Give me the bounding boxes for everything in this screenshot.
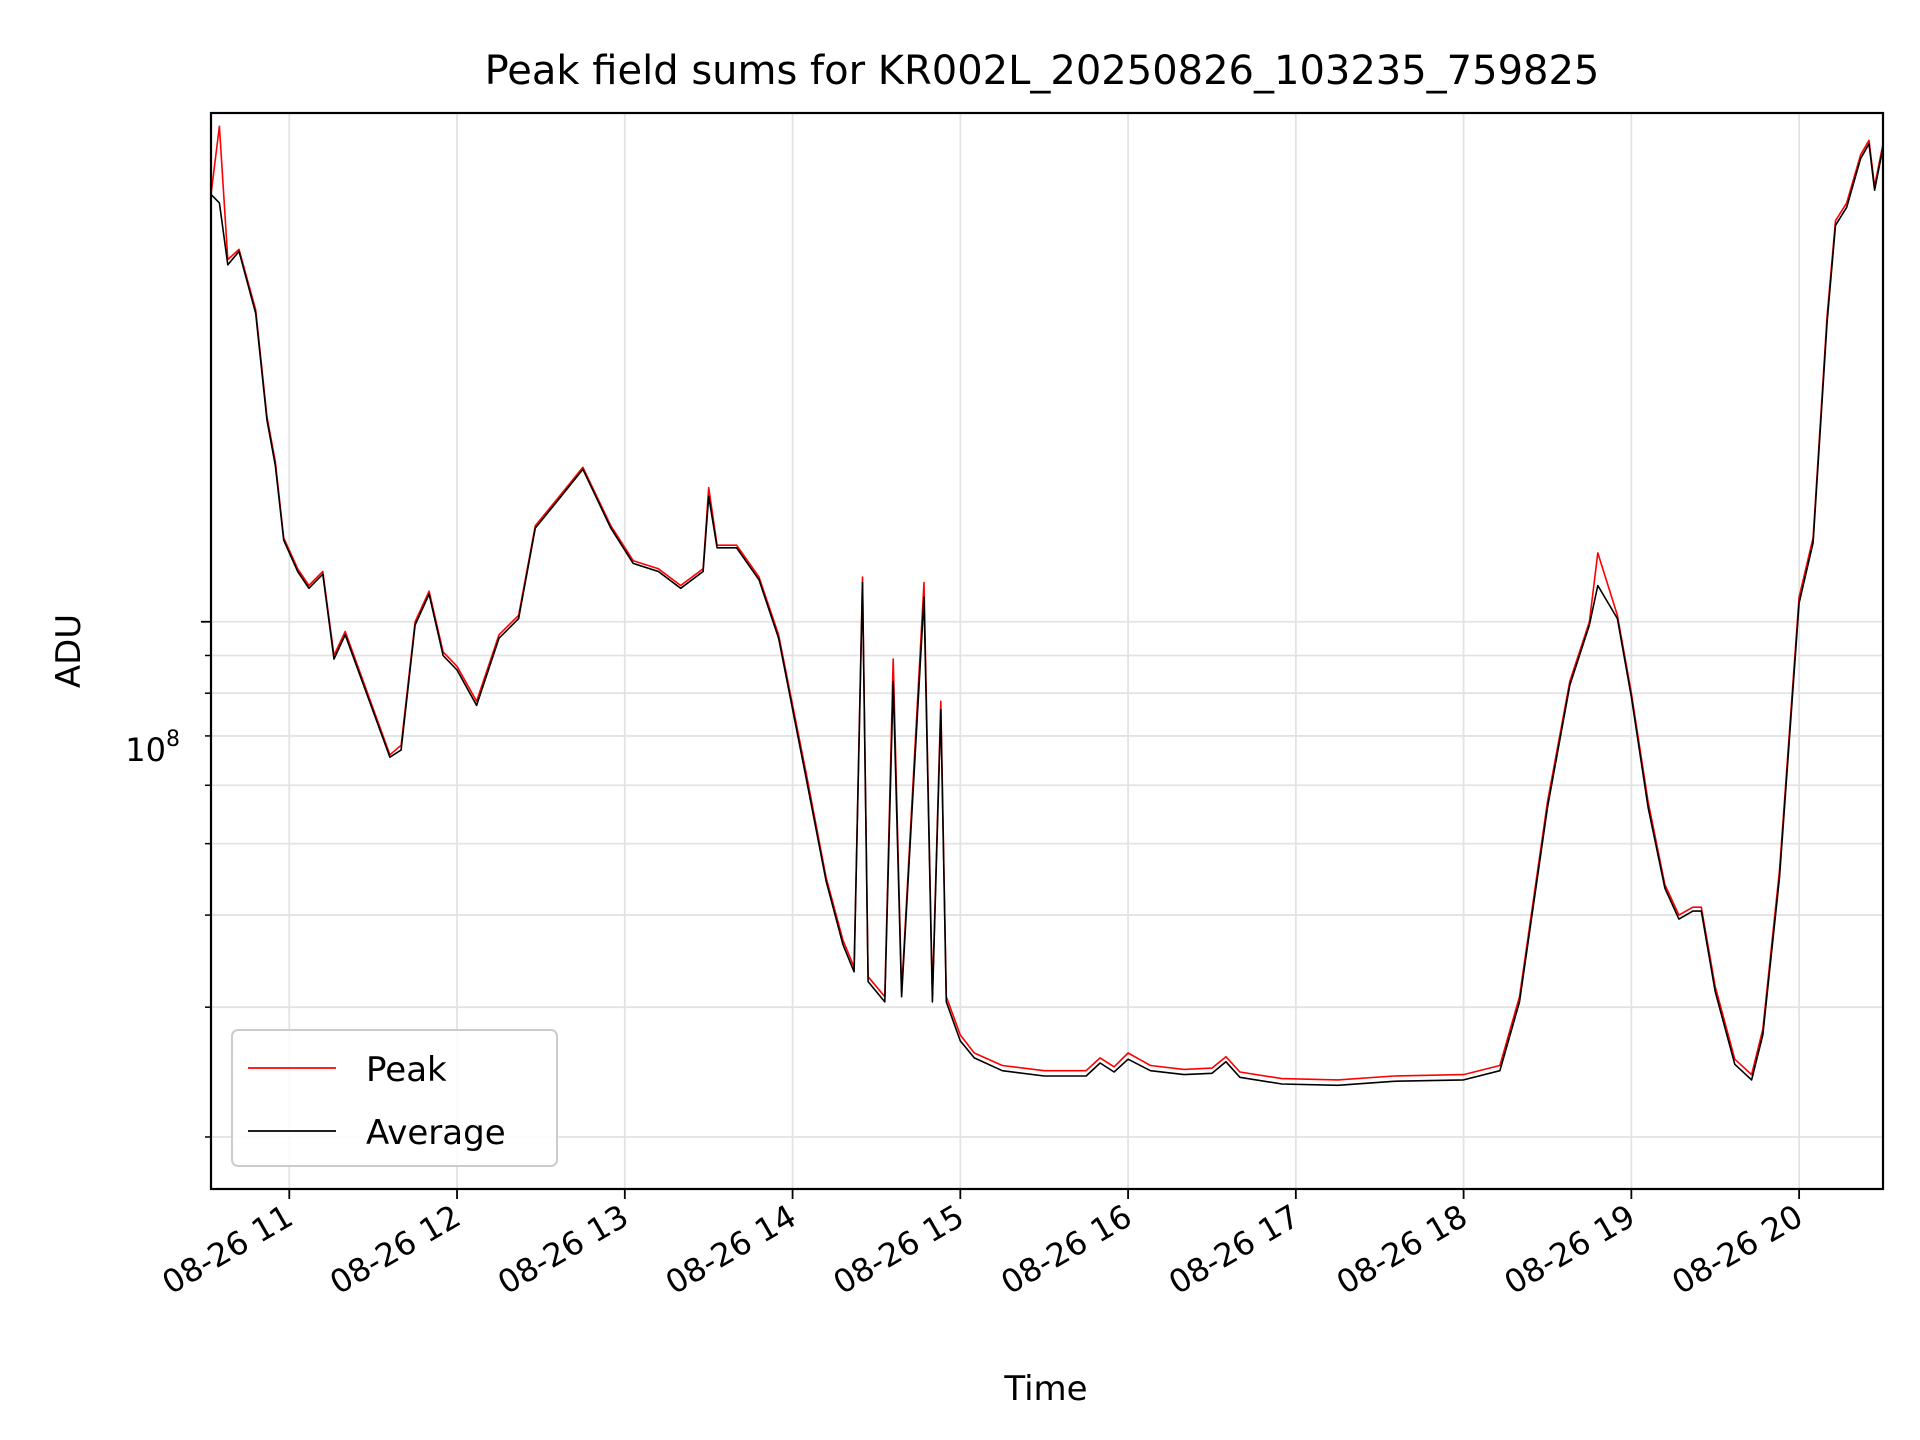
y-tick-exponent: 8 [166,727,180,752]
y-tick-base: 10 [125,731,166,769]
chart-title: Peak field sums for KR002L_20250826_1032… [485,48,1600,94]
grid [211,113,1883,1189]
plot-frame [209,111,1885,1191]
series-average-line [210,143,1884,1087]
legend-peak-label: Peak [366,1050,447,1090]
y-axis-label: ADU [49,614,89,688]
y-tick-label-1e8: 108 [125,727,180,769]
legend-box [231,1029,558,1167]
y-axis: 108 [125,620,211,1138]
x-axis-label: Time [1003,1369,1087,1409]
legend-average-label: Average [366,1113,506,1153]
series-lines [210,125,1884,1087]
legend: Peak Average [231,1029,558,1167]
